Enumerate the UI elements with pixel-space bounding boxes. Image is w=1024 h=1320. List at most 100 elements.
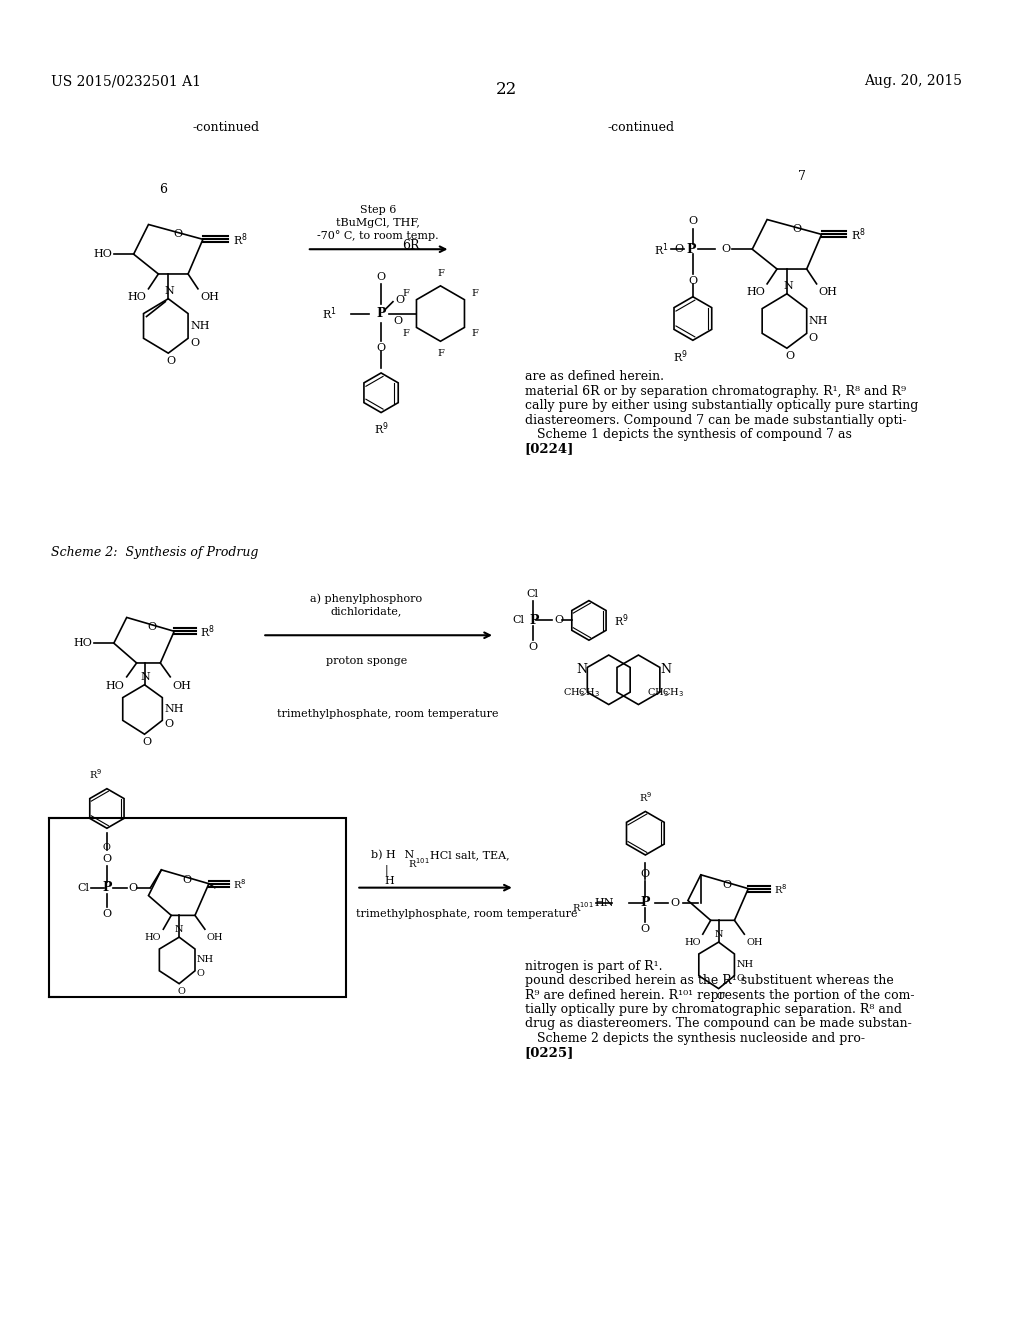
Text: R$^8$: R$^8$ <box>232 876 246 891</box>
Text: O: O <box>174 230 182 239</box>
Text: 6R: 6R <box>402 239 420 252</box>
Text: O: O <box>377 343 386 354</box>
Text: F: F <box>402 289 410 298</box>
Text: R$^{101}$: R$^{101}$ <box>408 855 429 870</box>
Text: OH: OH <box>172 681 191 690</box>
Bar <box>49 818 346 997</box>
Text: R$^9$: R$^9$ <box>613 612 629 628</box>
Text: O: O <box>182 875 191 884</box>
Text: OH: OH <box>200 292 219 302</box>
Text: N: N <box>140 672 151 681</box>
Text: dichloridate,: dichloridate, <box>331 607 401 616</box>
Text: N: N <box>660 664 671 676</box>
Text: NH: NH <box>197 956 214 965</box>
Text: H: H <box>371 875 395 886</box>
Text: CH$_3$: CH$_3$ <box>663 686 684 698</box>
Text: [0224]: [0224] <box>524 442 574 455</box>
Text: Scheme 1 depicts the synthesis of compound 7 as: Scheme 1 depicts the synthesis of compou… <box>524 428 852 441</box>
Text: F: F <box>471 289 478 298</box>
Text: cally pure by either using substantially optically pure starting: cally pure by either using substantially… <box>524 399 918 412</box>
Text: N: N <box>165 285 174 296</box>
Text: O: O <box>377 272 386 282</box>
Text: R$^9$: R$^9$ <box>639 789 652 804</box>
Text: HN: HN <box>594 898 613 908</box>
Text: O: O <box>675 244 684 255</box>
Text: trimethylphosphate, room temperature: trimethylphosphate, room temperature <box>356 909 578 920</box>
Text: are as defined herein.: are as defined herein. <box>524 371 664 384</box>
Text: 7: 7 <box>798 170 806 183</box>
Text: Cl: Cl <box>513 615 524 626</box>
Text: nitrogen is part of R¹.: nitrogen is part of R¹. <box>524 960 663 973</box>
Text: -continued: -continued <box>193 120 259 133</box>
Text: O: O <box>167 356 176 366</box>
Text: b) H: b) H <box>371 850 396 861</box>
Text: HO: HO <box>105 681 125 690</box>
Text: HCl salt, TEA,: HCl salt, TEA, <box>430 850 509 861</box>
Text: F: F <box>437 348 443 358</box>
Text: P: P <box>529 614 539 627</box>
Text: US 2015/0232501 A1: US 2015/0232501 A1 <box>51 74 202 88</box>
Text: N: N <box>783 281 793 290</box>
Text: 6: 6 <box>160 183 167 197</box>
Text: trimethylphosphate, room temperature: trimethylphosphate, room temperature <box>278 709 499 719</box>
Text: OH: OH <box>746 939 763 948</box>
Text: drug as diastereomers. The compound can be made substan-: drug as diastereomers. The compound can … <box>524 1018 911 1031</box>
Text: N: N <box>175 925 183 935</box>
Text: O: O <box>785 351 795 362</box>
Text: O: O <box>190 338 200 348</box>
Text: |: | <box>371 865 389 876</box>
Text: F: F <box>402 329 410 338</box>
Text: CH$_3$: CH$_3$ <box>578 686 600 698</box>
Text: [0225]: [0225] <box>524 1045 574 1059</box>
Text: N: N <box>577 664 587 676</box>
Text: O: O <box>688 216 697 227</box>
Text: O: O <box>670 898 679 908</box>
Text: Cl: Cl <box>77 883 89 892</box>
Text: F: F <box>471 329 478 338</box>
Text: O: O <box>641 869 650 879</box>
Text: tBuMgCl, THF,: tBuMgCl, THF, <box>336 218 420 227</box>
Text: -continued: -continued <box>608 120 675 133</box>
Text: O: O <box>129 883 138 892</box>
Text: NH: NH <box>164 705 184 714</box>
Text: -70° C, to room temp.: -70° C, to room temp. <box>317 231 439 242</box>
Text: HO: HO <box>746 286 765 297</box>
Text: P: P <box>377 308 386 319</box>
Text: O: O <box>793 224 802 235</box>
Text: pound described herein as the R¹ substituent whereas the: pound described herein as the R¹ substit… <box>524 974 893 987</box>
Text: Scheme 2 depicts the synthesis nucleoside and pro-: Scheme 2 depicts the synthesis nucleosid… <box>524 1032 864 1044</box>
Text: O: O <box>102 854 112 863</box>
Text: Scheme 2:  Synthesis of Prodrug: Scheme 2: Synthesis of Prodrug <box>51 546 259 560</box>
Text: O: O <box>393 317 402 326</box>
Text: O: O <box>736 974 744 983</box>
Text: O: O <box>103 843 111 851</box>
Text: O: O <box>142 737 152 747</box>
Text: O: O <box>147 622 157 632</box>
Text: NH: NH <box>190 322 210 331</box>
Text: N: N <box>394 850 414 861</box>
Text: HO: HO <box>73 638 92 648</box>
Text: proton sponge: proton sponge <box>326 656 407 667</box>
Text: R$^8$: R$^8$ <box>232 231 248 248</box>
Text: R$^9$: R$^9$ <box>374 421 388 437</box>
Text: NH: NH <box>736 961 754 969</box>
Text: N: N <box>715 931 723 939</box>
Text: O: O <box>395 294 404 305</box>
Text: HO: HO <box>684 939 700 948</box>
Text: CH$_3$: CH$_3$ <box>647 686 669 698</box>
Text: R$^{101}$: R$^{101}$ <box>572 900 594 915</box>
Text: Step 6: Step 6 <box>359 205 396 215</box>
Text: OH: OH <box>818 286 838 297</box>
Text: O: O <box>721 244 730 255</box>
Text: a) phenylphosphoro: a) phenylphosphoro <box>310 594 422 605</box>
Text: P: P <box>102 882 112 894</box>
Text: O: O <box>102 909 112 920</box>
Text: HO: HO <box>93 249 112 259</box>
Text: P: P <box>641 896 650 909</box>
Text: R$^8$: R$^8$ <box>774 882 787 895</box>
Text: R⁹ are defined herein. R¹⁰¹ represents the portion of the com-: R⁹ are defined herein. R¹⁰¹ represents t… <box>524 989 914 1002</box>
Text: O: O <box>688 276 697 286</box>
Text: CH$_3$: CH$_3$ <box>563 686 585 698</box>
Text: Aug. 20, 2015: Aug. 20, 2015 <box>864 74 963 88</box>
Text: R$^1$: R$^1$ <box>322 305 337 322</box>
